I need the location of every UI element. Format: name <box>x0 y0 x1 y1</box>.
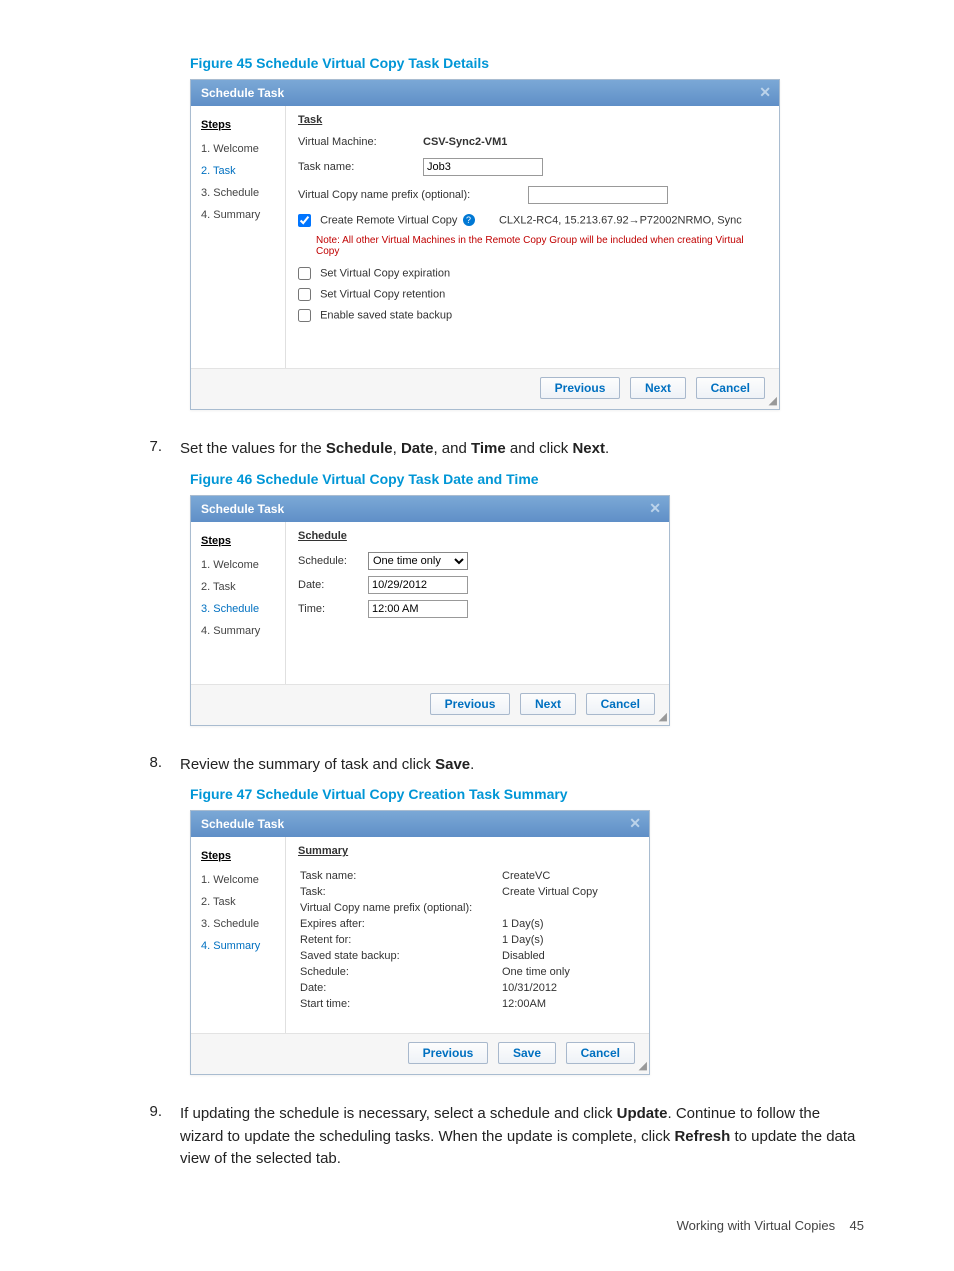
dialog45-title: Schedule Task ✕ <box>191 80 779 106</box>
step-item: 4. Summary <box>201 204 277 226</box>
figure45-caption: Figure 45 Schedule Virtual Copy Task Det… <box>190 55 864 71</box>
table-row: Virtual Copy name prefix (optional): <box>300 901 598 915</box>
dialog-46: Schedule Task ✕ Steps 1. Welcome 2. Task… <box>190 495 670 726</box>
date-label: Date: <box>298 579 368 591</box>
step8-instruction: 8. Review the summary of task and click … <box>90 754 864 777</box>
step9-instruction: 9. If updating the schedule is necessary… <box>90 1103 864 1171</box>
savedstate-label: Enable saved state backup <box>320 309 452 321</box>
cancel-button[interactable]: Cancel <box>696 377 765 399</box>
remote-copy-row: Create Remote Virtual Copy ? CLXL2-RC4, … <box>298 214 767 227</box>
panel-task: Task Virtual Machine: CSV-Sync2-VM1 Task… <box>286 106 779 368</box>
previous-button[interactable]: Previous <box>430 693 511 715</box>
step8-num: 8. <box>142 754 180 777</box>
time-label: Time: <box>298 603 368 615</box>
savedstate-checkbox[interactable] <box>298 309 311 322</box>
step-item: 2. Task <box>201 160 277 182</box>
step-item: 2. Task <box>201 576 277 598</box>
table-row: Expires after:1 Day(s) <box>300 917 598 931</box>
remote-copy-label: Create Remote Virtual Copy <box>320 214 457 226</box>
table-row: Schedule:One time only <box>300 965 598 979</box>
vm-value: CSV-Sync2-VM1 <box>423 136 507 148</box>
steps-header: Steps <box>201 530 277 552</box>
resize-grip-icon[interactable]: ◢ <box>639 1061 647 1072</box>
close-icon[interactable]: ✕ <box>649 500 661 517</box>
table-row: Start time:12:00AM <box>300 997 598 1011</box>
steps-header: Steps <box>201 114 277 136</box>
cancel-button[interactable]: Cancel <box>586 693 655 715</box>
panel-schedule: Schedule Schedule: One time only Date: T… <box>286 522 669 684</box>
retention-label: Set Virtual Copy retention <box>320 288 445 300</box>
prefix-input[interactable] <box>528 186 668 204</box>
steps-sidebar-45: Steps 1. Welcome 2. Task 3. Schedule 4. … <box>191 106 286 368</box>
close-icon[interactable]: ✕ <box>629 815 641 832</box>
panel-title: Summary <box>298 845 637 857</box>
step7-num: 7. <box>142 438 180 461</box>
step-item: 3. Schedule <box>201 182 277 204</box>
retention-checkbox[interactable] <box>298 288 311 301</box>
table-row: Date:10/31/2012 <box>300 981 598 995</box>
schedule-select[interactable]: One time only <box>368 552 468 570</box>
resize-grip-icon[interactable]: ◢ <box>659 712 667 723</box>
panel-summary: Summary Task name:CreateVC Task:Create V… <box>286 837 649 1033</box>
time-input[interactable] <box>368 600 468 618</box>
expiration-checkbox[interactable] <box>298 267 311 280</box>
figure47-caption: Figure 47 Schedule Virtual Copy Creation… <box>190 786 864 802</box>
panel-title: Task <box>298 114 767 126</box>
step-item: 4. Summary <box>201 620 277 642</box>
taskname-label: Task name: <box>298 161 423 173</box>
previous-button[interactable]: Previous <box>408 1042 489 1064</box>
dialog-45: Schedule Task ✕ Steps 1. Welcome 2. Task… <box>190 79 780 410</box>
summary-table: Task name:CreateVC Task:Create Virtual C… <box>298 867 600 1013</box>
table-row: Retent for:1 Day(s) <box>300 933 598 947</box>
step-item: 4. Summary <box>201 935 277 957</box>
close-icon[interactable]: ✕ <box>759 84 771 101</box>
step7-instruction: 7. Set the values for the Schedule, Date… <box>90 438 864 461</box>
dialog46-title: Schedule Task ✕ <box>191 496 669 522</box>
save-button[interactable]: Save <box>498 1042 556 1064</box>
vm-label: Virtual Machine: <box>298 136 423 148</box>
remote-target: CLXL2-RC4, 15.213.67.92→P72002NRMO, Sync <box>499 214 742 226</box>
dialog47-title-text: Schedule Task <box>201 817 284 831</box>
steps-sidebar-46: Steps 1. Welcome 2. Task 3. Schedule 4. … <box>191 522 286 684</box>
remote-note: Note: All other Virtual Machines in the … <box>316 235 767 257</box>
page-number: 45 <box>850 1218 864 1233</box>
steps-header: Steps <box>201 845 277 867</box>
next-button[interactable]: Next <box>630 377 686 399</box>
step-item: 3. Schedule <box>201 913 277 935</box>
page-footer: Working with Virtual Copies 45 <box>677 1218 864 1233</box>
date-input[interactable] <box>368 576 468 594</box>
dialog45-footer: Previous Next Cancel ◢ <box>191 368 779 409</box>
step-item: 1. Welcome <box>201 138 277 160</box>
table-row: Task:Create Virtual Copy <box>300 885 598 899</box>
help-icon[interactable]: ? <box>463 214 475 226</box>
expiration-label: Set Virtual Copy expiration <box>320 267 450 279</box>
step9-num: 9. <box>142 1103 180 1171</box>
remote-copy-checkbox[interactable] <box>298 214 311 227</box>
dialog46-title-text: Schedule Task <box>201 502 284 516</box>
prefix-label: Virtual Copy name prefix (optional): <box>298 189 528 201</box>
previous-button[interactable]: Previous <box>540 377 621 399</box>
table-row: Saved state backup:Disabled <box>300 949 598 963</box>
panel-title: Schedule <box>298 530 657 542</box>
dialog46-footer: Previous Next Cancel ◢ <box>191 684 669 725</box>
step-item: 1. Welcome <box>201 869 277 891</box>
dialog47-footer: Previous Save Cancel ◢ <box>191 1033 649 1074</box>
step-item: 2. Task <box>201 891 277 913</box>
dialog47-title: Schedule Task ✕ <box>191 811 649 837</box>
schedule-label: Schedule: <box>298 555 368 567</box>
steps-sidebar-47: Steps 1. Welcome 2. Task 3. Schedule 4. … <box>191 837 286 1033</box>
figure46-caption: Figure 46 Schedule Virtual Copy Task Dat… <box>190 471 864 487</box>
footer-text: Working with Virtual Copies <box>677 1218 835 1233</box>
next-button[interactable]: Next <box>520 693 576 715</box>
taskname-input[interactable] <box>423 158 543 176</box>
dialog45-title-text: Schedule Task <box>201 86 284 100</box>
cancel-button[interactable]: Cancel <box>566 1042 635 1064</box>
step-item: 3. Schedule <box>201 598 277 620</box>
table-row: Task name:CreateVC <box>300 869 598 883</box>
step-item: 1. Welcome <box>201 554 277 576</box>
dialog-47: Schedule Task ✕ Steps 1. Welcome 2. Task… <box>190 810 650 1075</box>
resize-grip-icon[interactable]: ◢ <box>769 396 777 407</box>
